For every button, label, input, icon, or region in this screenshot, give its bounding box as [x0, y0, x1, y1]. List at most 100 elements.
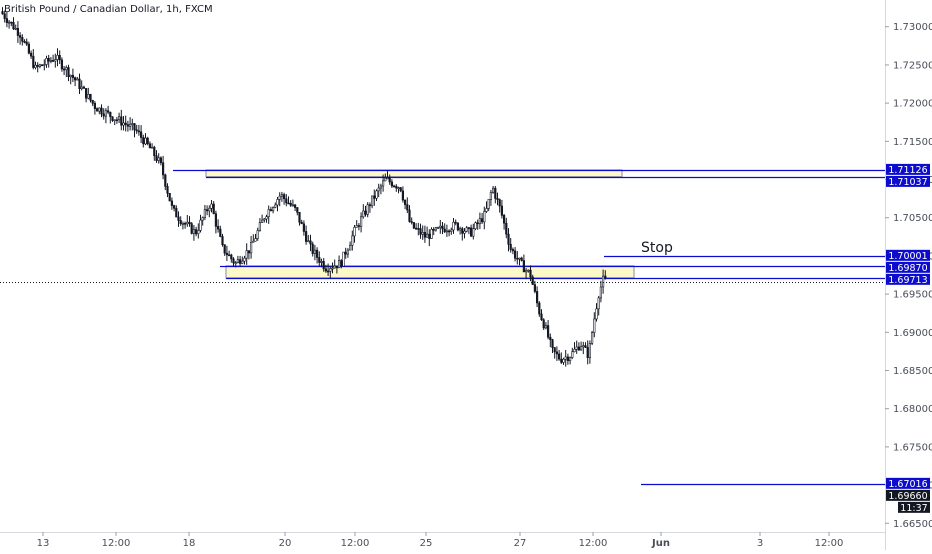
level-price-label: 1.71126: [886, 163, 930, 176]
candle-body: [21, 37, 24, 42]
candle-body: [454, 221, 457, 224]
candle: [340, 259, 343, 269]
candle-body: [542, 319, 545, 329]
price-tick-label: 1.69000: [893, 328, 932, 339]
candle-body: [201, 217, 204, 221]
candle: [337, 255, 341, 269]
candle: [423, 225, 427, 243]
candle-body: [148, 143, 152, 149]
candle-body: [40, 64, 44, 67]
candle: [241, 256, 244, 265]
candle: [62, 65, 66, 75]
candle: [390, 179, 394, 188]
candle-body: [346, 249, 350, 255]
candle: [302, 220, 306, 236]
candle: [293, 204, 297, 212]
candle: [102, 108, 105, 120]
candle: [524, 268, 528, 280]
candle: [597, 295, 600, 316]
candle: [234, 261, 237, 268]
candle-body: [390, 181, 394, 187]
candle: [214, 210, 218, 234]
candle-body: [546, 325, 550, 338]
candle: [502, 213, 506, 230]
candle-body: [135, 129, 138, 132]
candle: [179, 216, 182, 226]
candle: [601, 269, 605, 294]
candle: [467, 226, 471, 235]
candle: [489, 189, 493, 206]
candle: [397, 186, 400, 194]
candle-body: [469, 227, 473, 237]
candle: [498, 198, 501, 213]
candle-body: [197, 230, 200, 235]
candle-body: [428, 233, 431, 239]
candle: [487, 199, 490, 212]
candle-body: [480, 218, 484, 223]
candle-body: [45, 57, 48, 65]
candle-body: [54, 59, 57, 62]
candle: [419, 223, 422, 239]
candle-body: [118, 116, 121, 121]
candle: [190, 222, 193, 235]
candle-body: [540, 313, 543, 321]
countdown-label: 11:37: [900, 503, 927, 514]
candle-body: [133, 123, 136, 131]
zones-layer: [205, 169, 635, 279]
candle-body: [586, 347, 589, 359]
candle: [223, 244, 226, 256]
candle-body: [348, 244, 352, 251]
candle: [85, 88, 88, 103]
candle-body: [137, 130, 141, 133]
candle: [364, 205, 367, 217]
time-tick-label: 12:00: [579, 538, 608, 549]
candle: [546, 320, 550, 340]
candle: [300, 219, 303, 225]
candle: [307, 234, 310, 243]
candle-body: [465, 227, 468, 232]
price-tick-label: 1.72500: [893, 60, 932, 71]
candle-body: [287, 202, 290, 205]
candle-body: [573, 349, 576, 353]
candle-body: [496, 198, 499, 200]
candle-body: [203, 209, 207, 218]
candle: [417, 222, 420, 236]
level-price-label: 1.69870: [886, 261, 930, 274]
candle: [267, 205, 270, 224]
candle: [129, 117, 132, 131]
candle-body: [395, 185, 398, 189]
level-price-label: 1.71037: [886, 175, 930, 188]
candle-body: [423, 232, 427, 238]
candle: [89, 93, 92, 103]
candle-body: [82, 86, 85, 89]
candle: [109, 111, 112, 124]
candle: [311, 241, 314, 257]
candle-body: [10, 21, 13, 24]
candle-body: [432, 229, 435, 231]
candle: [29, 50, 33, 59]
candle: [230, 253, 233, 263]
candle: [96, 107, 99, 112]
time-tick-label: 12:00: [102, 538, 131, 549]
price-tick-label: 1.73000: [893, 22, 932, 33]
price-tick-label: 1.69500: [893, 290, 932, 301]
candle-body: [195, 229, 198, 235]
candle: [439, 219, 442, 234]
time-tick-label: 18: [183, 538, 196, 549]
candle: [403, 199, 407, 210]
candle: [3, 10, 6, 23]
candle-body: [56, 54, 59, 60]
candle: [520, 256, 523, 262]
candle-body: [408, 209, 411, 222]
candle: [170, 197, 174, 210]
candle: [564, 350, 567, 367]
candle-body: [388, 177, 391, 183]
candle-body: [159, 157, 163, 164]
candle: [239, 255, 242, 267]
candle-body: [502, 215, 506, 224]
time-tick-label: 12:00: [341, 538, 370, 549]
candle-body: [474, 222, 477, 229]
candle: [384, 173, 387, 182]
